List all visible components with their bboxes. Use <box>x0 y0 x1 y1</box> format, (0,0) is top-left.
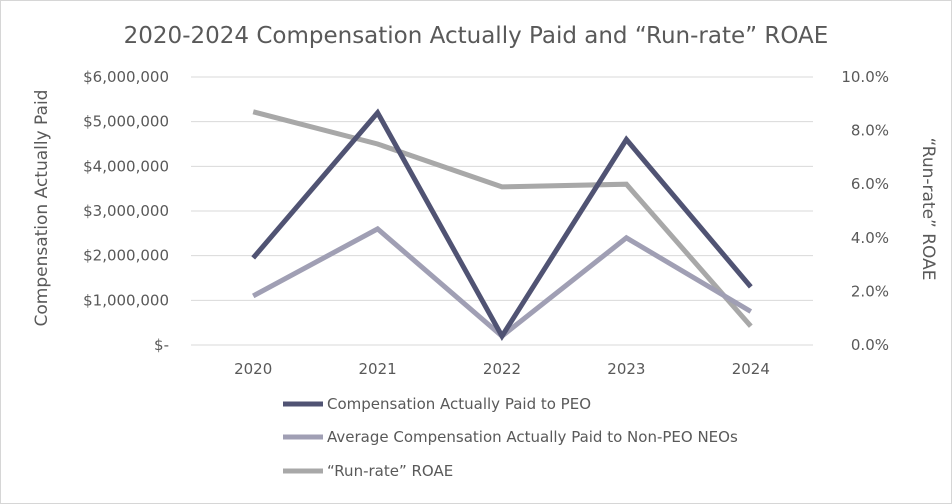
left-tick-label: $6,000,000 <box>83 68 169 86</box>
legend-label: Average Compensation Actually Paid to No… <box>327 428 738 446</box>
x-tick-label: 2023 <box>607 360 645 378</box>
left-axis-ticks: $- $1,000,000 $2,000,000 $3,000,000 $4,000,0… <box>83 68 169 354</box>
right-axis-ticks: 0.0% 2.0% 4.0% 6.0% 8.0% 10.0% <box>841 68 889 354</box>
series-lines <box>251 108 753 341</box>
right-tick-label: 8.0% <box>851 122 889 140</box>
x-tick-label: 2020 <box>234 360 272 378</box>
left-tick-label: $2,000,000 <box>83 247 169 265</box>
left-tick-label: $4,000,000 <box>83 157 169 175</box>
right-tick-label: 6.0% <box>851 175 889 193</box>
right-tick-label: 10.0% <box>841 68 889 86</box>
left-tick-label: $- <box>154 336 169 354</box>
x-tick-label: 2022 <box>483 360 521 378</box>
x-tick-label: 2021 <box>359 360 397 378</box>
left-tick-label: $3,000,000 <box>83 202 169 220</box>
x-tick-label: 2024 <box>732 360 770 378</box>
series-line-2 <box>252 225 753 340</box>
x-axis-ticks: 2020 2021 2022 2023 2024 <box>234 360 770 378</box>
legend-label: Compensation Actually Paid to PEO <box>327 395 591 413</box>
right-tick-label: 4.0% <box>851 229 889 247</box>
left-tick-label: $5,000,000 <box>83 113 169 131</box>
gridlines <box>191 76 813 346</box>
chart-title: 2020-2024 Compensation Actually Paid and… <box>124 23 829 49</box>
right-tick-label: 0.0% <box>851 336 889 354</box>
series-line-3 <box>252 109 753 328</box>
right-axis-title: “Run-rate” ROAE <box>918 137 938 280</box>
legend-label: “Run-rate” ROAE <box>327 462 453 480</box>
legend: Compensation Actually Paid to PEO Average… <box>283 395 738 480</box>
right-tick-label: 2.0% <box>851 282 889 300</box>
series-line-1 <box>251 108 753 341</box>
left-axis-title: Compensation Actually Paid <box>32 90 52 327</box>
left-tick-label: $1,000,000 <box>83 291 169 309</box>
